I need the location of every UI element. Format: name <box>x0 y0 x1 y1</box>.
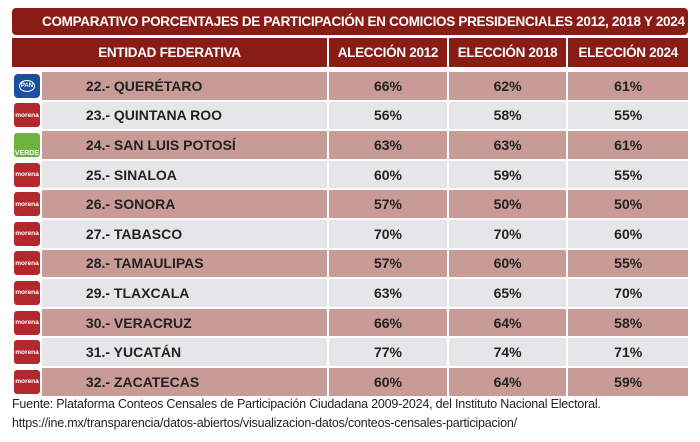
table-row: morena 25.- SINALOA 60% 59% 55% <box>12 160 688 191</box>
entity-name: 29.- TLAXCALA <box>41 279 330 309</box>
morena-logo-icon: morena <box>13 310 40 335</box>
value-2024: 55% <box>568 160 688 191</box>
value-2012: 66% <box>329 308 449 339</box>
party-logo-cell: morena <box>12 101 42 132</box>
party-logo-cell: PAN <box>12 72 42 102</box>
entity-name: 24.- SAN LUIS POTOSÍ <box>41 131 330 161</box>
source-url[interactable]: https://ine.mx/transparencia/datos-abier… <box>12 416 517 430</box>
party-logo-cell: morena <box>12 249 42 280</box>
entity-name: 23.- QUINTANA ROO <box>41 101 330 132</box>
morena-logo-icon: morena <box>13 280 40 305</box>
table-row: morena 30.- VERACRUZ 66% 64% 58% <box>12 308 688 339</box>
value-2024: 50% <box>568 190 688 220</box>
party-logo-cell: VERDE <box>12 131 42 161</box>
party-name: morena <box>15 200 39 208</box>
entity-name: 31.- YUCATÁN <box>41 338 330 368</box>
entity-name: 22.- QUERÉTARO <box>41 72 330 102</box>
source-note: Fuente: Plataforma Conteos Censales de P… <box>12 397 601 411</box>
table-row: PAN 22.- QUERÉTARO 66% 62% 61% <box>12 72 688 102</box>
value-2012: 70% <box>329 219 449 250</box>
value-2018: 74% <box>448 338 569 368</box>
table-row: morena 29.- TLAXCALA 63% 65% 70% <box>12 279 688 309</box>
table-row: morena 28.- TAMAULIPAS 57% 60% 55% <box>12 249 688 280</box>
morena-logo-icon: morena <box>13 162 40 187</box>
entity-name: 30.- VERACRUZ <box>41 308 330 339</box>
pan-logo-icon: PAN <box>13 73 40 98</box>
party-name: morena <box>15 171 39 179</box>
party-logo-cell: morena <box>12 338 42 368</box>
value-2012: 63% <box>329 131 449 161</box>
participation-table: ENTIDAD FEDERATIVA ALECCIÓN 2012 ELECCIÓ… <box>12 38 689 398</box>
value-2018: 70% <box>448 219 569 250</box>
header-2024: ELECCIÓN 2024 <box>568 38 689 69</box>
value-2024: 70% <box>568 279 688 309</box>
value-2012: 60% <box>329 160 449 191</box>
value-2018: 50% <box>448 190 569 220</box>
morena-logo-icon: morena <box>13 103 40 128</box>
party-name: morena <box>15 230 39 238</box>
header-entidad: ENTIDAD FEDERATIVA <box>12 38 330 69</box>
morena-logo-icon: morena <box>13 251 40 276</box>
value-2012: 60% <box>329 367 449 398</box>
entity-name: 26.- SONORA <box>41 190 330 220</box>
party-name: PAN <box>18 79 36 92</box>
value-2018: 63% <box>448 131 569 161</box>
entity-name: 25.- SINALOA <box>41 160 330 191</box>
value-2012: 57% <box>329 249 449 280</box>
entity-name: 28.- TAMAULIPAS <box>41 249 330 280</box>
table-row: VERDE 24.- SAN LUIS POTOSÍ 63% 63% 61% <box>12 131 688 161</box>
value-2018: 58% <box>448 101 569 132</box>
table-row: morena 27.- TABASCO 70% 70% 60% <box>12 219 688 250</box>
value-2012: 77% <box>329 338 449 368</box>
table-row: morena 32.- ZACATECAS 60% 64% 59% <box>12 367 688 398</box>
table-row: morena 26.- SONORA 57% 50% 50% <box>12 190 688 220</box>
party-name: morena <box>15 348 39 356</box>
party-logo-cell: morena <box>12 190 42 220</box>
morena-logo-icon: morena <box>13 340 40 365</box>
value-2024: 59% <box>568 367 688 398</box>
value-2024: 61% <box>568 131 688 161</box>
party-name: morena <box>15 289 39 297</box>
value-2024: 71% <box>568 338 688 368</box>
value-2024: 60% <box>568 219 688 250</box>
party-logo-cell: morena <box>12 367 42 398</box>
value-2018: 62% <box>448 72 569 102</box>
value-2018: 59% <box>448 160 569 191</box>
party-logo-cell: morena <box>12 308 42 339</box>
value-2018: 64% <box>448 308 569 339</box>
verde-logo-icon: VERDE <box>13 132 40 157</box>
table-row: morena 31.- YUCATÁN 77% 74% 71% <box>12 338 688 368</box>
table-title: COMPARATIVO PORCENTAJES DE PARTICIPACIÓN… <box>12 8 688 35</box>
value-2024: 55% <box>568 101 688 132</box>
value-2012: 56% <box>329 101 449 132</box>
party-name: morena <box>15 259 39 267</box>
header-2012: ALECCIÓN 2012 <box>329 38 449 69</box>
value-2018: 64% <box>448 367 569 398</box>
entity-name: 32.- ZACATECAS <box>41 367 330 398</box>
party-name: morena <box>15 319 39 327</box>
value-2012: 63% <box>329 279 449 309</box>
party-logo-cell: morena <box>12 160 42 191</box>
value-2024: 61% <box>568 72 688 102</box>
party-logo-cell: morena <box>12 279 42 309</box>
value-2012: 66% <box>329 72 449 102</box>
value-2012: 57% <box>329 190 449 220</box>
party-name: morena <box>15 378 39 386</box>
value-2018: 60% <box>448 249 569 280</box>
party-logo-cell: morena <box>12 219 42 250</box>
value-2024: 55% <box>568 249 688 280</box>
header-2018: ELECCIÓN 2018 <box>448 38 569 69</box>
value-2018: 65% <box>448 279 569 309</box>
party-name: morena <box>15 111 39 119</box>
party-name: VERDE <box>14 149 40 157</box>
morena-logo-icon: morena <box>13 369 40 394</box>
morena-logo-icon: morena <box>13 221 40 246</box>
entity-name: 27.- TABASCO <box>41 219 330 250</box>
value-2024: 58% <box>568 308 688 339</box>
table-row: morena 23.- QUINTANA ROO 56% 58% 55% <box>12 101 688 132</box>
footer: Fuente: Plataforma Conteos Censales de P… <box>12 395 601 433</box>
morena-logo-icon: morena <box>13 192 40 217</box>
table-header-row: ENTIDAD FEDERATIVA ALECCIÓN 2012 ELECCIÓ… <box>12 38 689 69</box>
